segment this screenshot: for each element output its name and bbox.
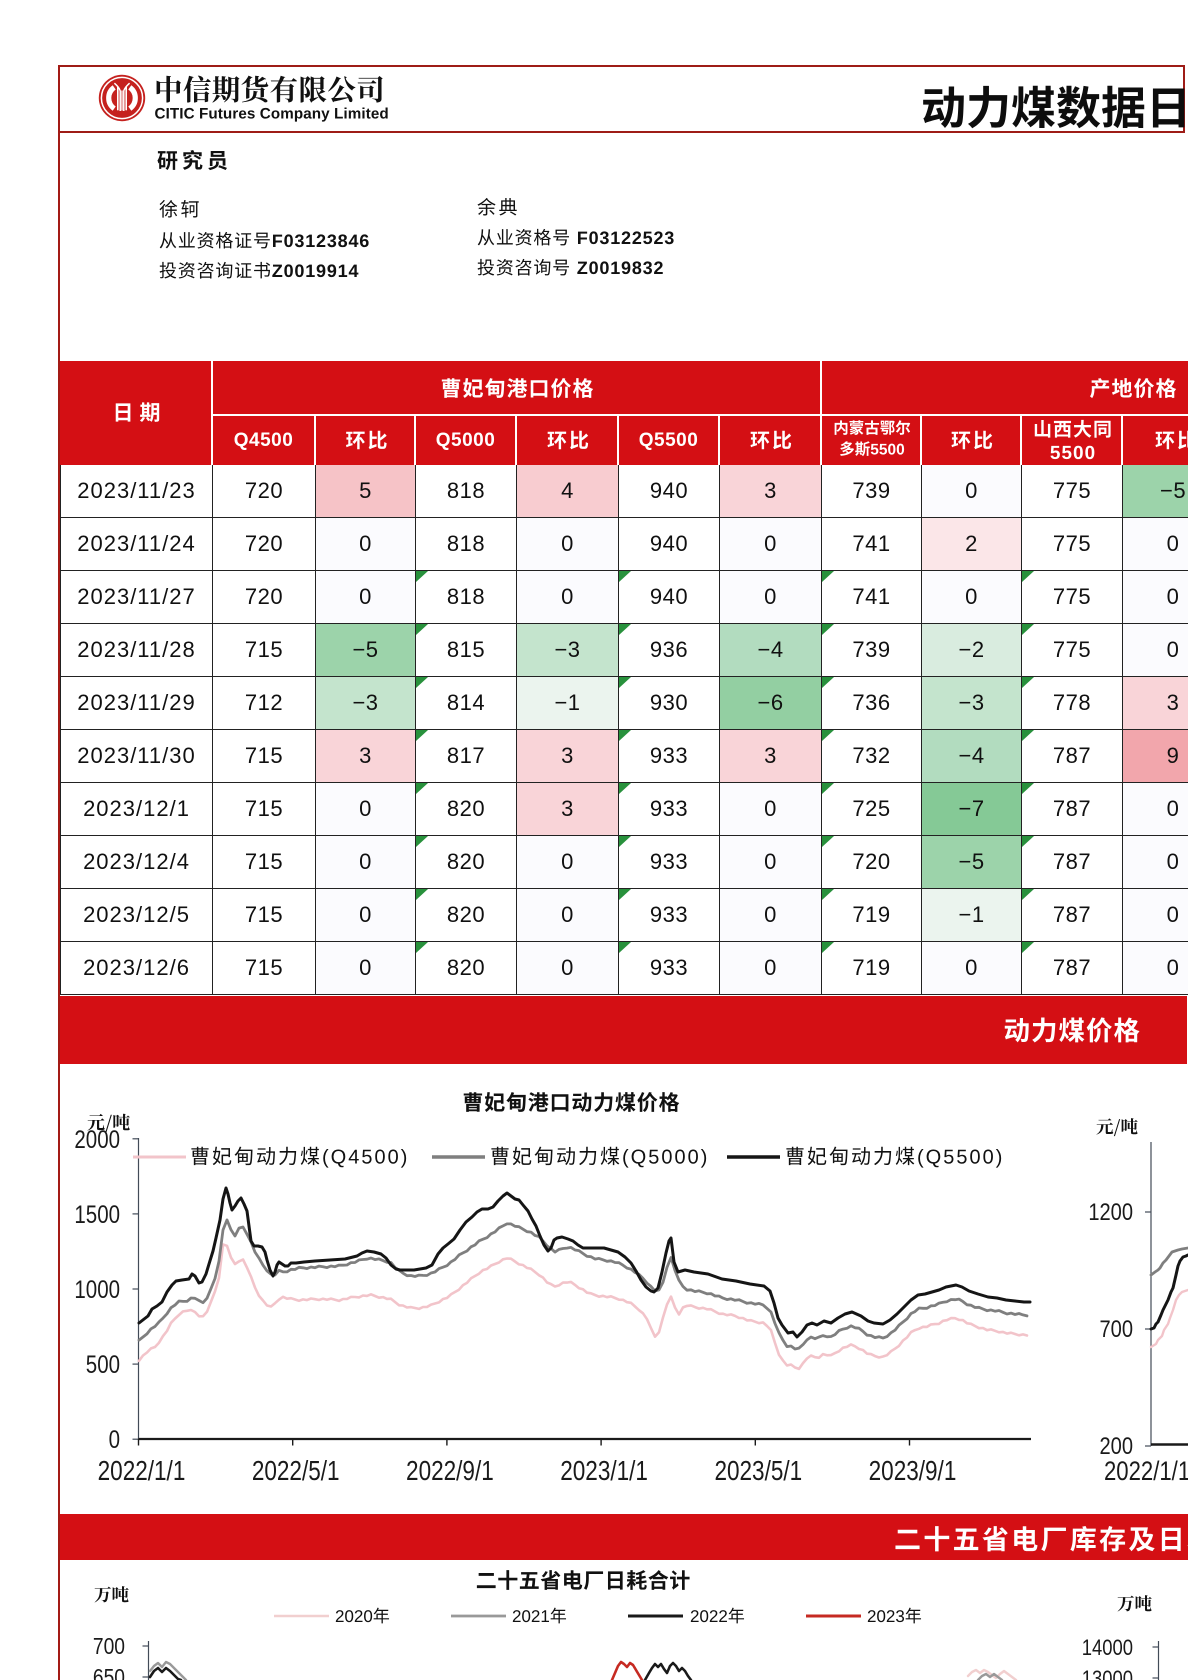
svg-text:1000: 1000 (74, 1275, 120, 1303)
svg-text:2022/5/1: 2022/5/1 (252, 1456, 340, 1487)
svg-text:2022/1/1: 2022/1/1 (1104, 1457, 1188, 1487)
svg-text:2023/9/1: 2023/9/1 (869, 1456, 957, 1487)
svg-text:500: 500 (86, 1350, 120, 1378)
svg-text:2022/1/1: 2022/1/1 (98, 1456, 186, 1487)
svg-text:1200: 1200 (1088, 1198, 1133, 1225)
svg-text:13000: 13000 (1082, 1666, 1133, 1680)
svg-text:2022/9/1: 2022/9/1 (406, 1456, 494, 1487)
svg-text:2000: 2000 (74, 1125, 120, 1153)
svg-text:2023/5/1: 2023/5/1 (714, 1456, 802, 1487)
svg-text:1500: 1500 (74, 1200, 120, 1228)
svg-text:14000: 14000 (1082, 1635, 1133, 1660)
svg-text:200: 200 (1099, 1432, 1133, 1459)
svg-text:0: 0 (109, 1425, 120, 1453)
svg-text:700: 700 (1099, 1315, 1133, 1342)
svg-text:650: 650 (93, 1664, 125, 1680)
svg-text:700: 700 (93, 1633, 125, 1659)
svg-text:2023/1/1: 2023/1/1 (560, 1456, 648, 1487)
